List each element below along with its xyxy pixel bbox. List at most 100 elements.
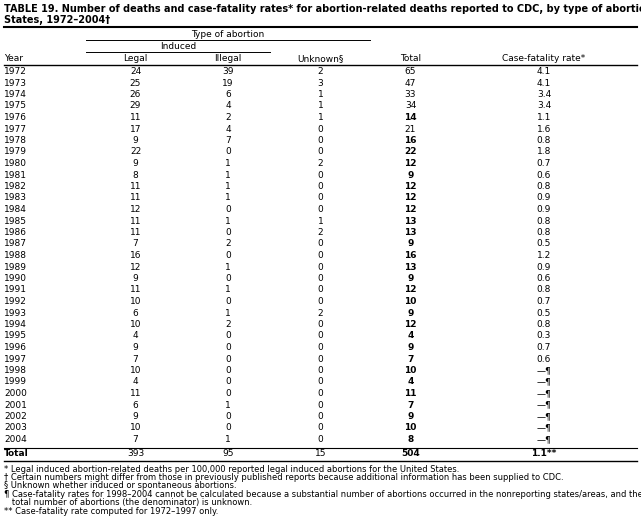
Text: Type of abortion: Type of abortion xyxy=(192,30,265,39)
Text: 9: 9 xyxy=(133,343,138,352)
Text: 1: 1 xyxy=(225,182,231,191)
Text: 0.9: 0.9 xyxy=(537,262,551,271)
Text: Legal: Legal xyxy=(123,54,147,63)
Text: 1.1**: 1.1** xyxy=(531,450,556,458)
Text: 22: 22 xyxy=(130,148,141,157)
Text: —¶: —¶ xyxy=(537,424,551,433)
Text: 7: 7 xyxy=(133,239,138,249)
Text: 0.5: 0.5 xyxy=(537,239,551,249)
Text: 9: 9 xyxy=(407,412,413,421)
Text: 9: 9 xyxy=(407,170,413,179)
Text: 0: 0 xyxy=(225,366,231,375)
Text: 11: 11 xyxy=(129,182,141,191)
Text: 0.8: 0.8 xyxy=(537,217,551,226)
Text: 10: 10 xyxy=(129,320,141,329)
Text: 2004: 2004 xyxy=(4,435,27,444)
Text: Unknown§: Unknown§ xyxy=(297,54,344,63)
Text: 1975: 1975 xyxy=(4,101,27,110)
Text: 0: 0 xyxy=(225,148,231,157)
Text: 0: 0 xyxy=(225,343,231,352)
Text: 1991: 1991 xyxy=(4,286,27,295)
Text: ¶ Case-fatality rates for 1998–2004 cannot be calculated because a substantial n: ¶ Case-fatality rates for 1998–2004 cann… xyxy=(4,490,641,499)
Text: 0: 0 xyxy=(318,378,323,387)
Text: 0: 0 xyxy=(318,274,323,283)
Text: 1994: 1994 xyxy=(4,320,27,329)
Text: 29: 29 xyxy=(130,101,141,110)
Text: 0: 0 xyxy=(318,148,323,157)
Text: 11: 11 xyxy=(404,389,417,398)
Text: 0: 0 xyxy=(318,193,323,202)
Text: 1976: 1976 xyxy=(4,113,27,122)
Text: 2: 2 xyxy=(225,320,231,329)
Text: 0.7: 0.7 xyxy=(537,159,551,168)
Text: 4: 4 xyxy=(407,331,413,340)
Text: 12: 12 xyxy=(130,205,141,214)
Text: 8: 8 xyxy=(133,170,138,179)
Text: 16: 16 xyxy=(404,136,417,145)
Text: 1989: 1989 xyxy=(4,262,27,271)
Text: 0: 0 xyxy=(225,205,231,214)
Text: 0: 0 xyxy=(318,400,323,409)
Text: 1.1: 1.1 xyxy=(537,113,551,122)
Text: 15: 15 xyxy=(315,450,326,458)
Text: TABLE 19. Number of deaths and case-fatality rates* for abortion-related deaths : TABLE 19. Number of deaths and case-fata… xyxy=(4,4,641,14)
Text: 4: 4 xyxy=(407,378,413,387)
Text: 7: 7 xyxy=(133,435,138,444)
Text: 1: 1 xyxy=(225,435,231,444)
Text: 19: 19 xyxy=(222,79,234,88)
Text: 1984: 1984 xyxy=(4,205,27,214)
Text: Total: Total xyxy=(4,450,29,458)
Text: Induced: Induced xyxy=(160,42,196,51)
Text: States, 1972–2004†: States, 1972–2004† xyxy=(4,15,110,25)
Text: 1995: 1995 xyxy=(4,331,27,340)
Text: 1: 1 xyxy=(225,400,231,409)
Text: 0.9: 0.9 xyxy=(537,193,551,202)
Text: 2000: 2000 xyxy=(4,389,27,398)
Text: 4.1: 4.1 xyxy=(537,79,551,88)
Text: 17: 17 xyxy=(129,124,141,133)
Text: 7: 7 xyxy=(225,136,231,145)
Text: 9: 9 xyxy=(407,274,413,283)
Text: 0.6: 0.6 xyxy=(537,355,551,364)
Text: 0: 0 xyxy=(318,389,323,398)
Text: Case-fatality rate*: Case-fatality rate* xyxy=(503,54,586,63)
Text: —¶: —¶ xyxy=(537,378,551,387)
Text: 1: 1 xyxy=(225,217,231,226)
Text: 1985: 1985 xyxy=(4,217,27,226)
Text: 22: 22 xyxy=(404,148,417,157)
Text: 1: 1 xyxy=(225,193,231,202)
Text: 0: 0 xyxy=(318,355,323,364)
Text: 26: 26 xyxy=(130,90,141,99)
Text: 1: 1 xyxy=(225,262,231,271)
Text: 2001: 2001 xyxy=(4,400,27,409)
Text: 0: 0 xyxy=(225,331,231,340)
Text: 0.6: 0.6 xyxy=(537,274,551,283)
Text: 0: 0 xyxy=(318,124,323,133)
Text: 9: 9 xyxy=(133,412,138,421)
Text: 0: 0 xyxy=(318,331,323,340)
Text: 1: 1 xyxy=(225,309,231,318)
Text: 12: 12 xyxy=(404,182,417,191)
Text: 1.6: 1.6 xyxy=(537,124,551,133)
Text: 13: 13 xyxy=(404,217,417,226)
Text: 0.8: 0.8 xyxy=(537,228,551,237)
Text: 9: 9 xyxy=(133,136,138,145)
Text: 0: 0 xyxy=(225,424,231,433)
Text: 9: 9 xyxy=(133,274,138,283)
Text: 11: 11 xyxy=(129,113,141,122)
Text: 0.6: 0.6 xyxy=(537,170,551,179)
Text: 16: 16 xyxy=(404,251,417,260)
Text: 4: 4 xyxy=(225,124,231,133)
Text: 1982: 1982 xyxy=(4,182,27,191)
Text: 0: 0 xyxy=(318,343,323,352)
Text: 7: 7 xyxy=(133,355,138,364)
Text: 9: 9 xyxy=(407,309,413,318)
Text: 1977: 1977 xyxy=(4,124,27,133)
Text: 0: 0 xyxy=(318,366,323,375)
Text: 0.9: 0.9 xyxy=(537,205,551,214)
Text: 47: 47 xyxy=(405,79,416,88)
Text: 0: 0 xyxy=(318,239,323,249)
Text: Total: Total xyxy=(400,54,421,63)
Text: —¶: —¶ xyxy=(537,435,551,444)
Text: 1987: 1987 xyxy=(4,239,27,249)
